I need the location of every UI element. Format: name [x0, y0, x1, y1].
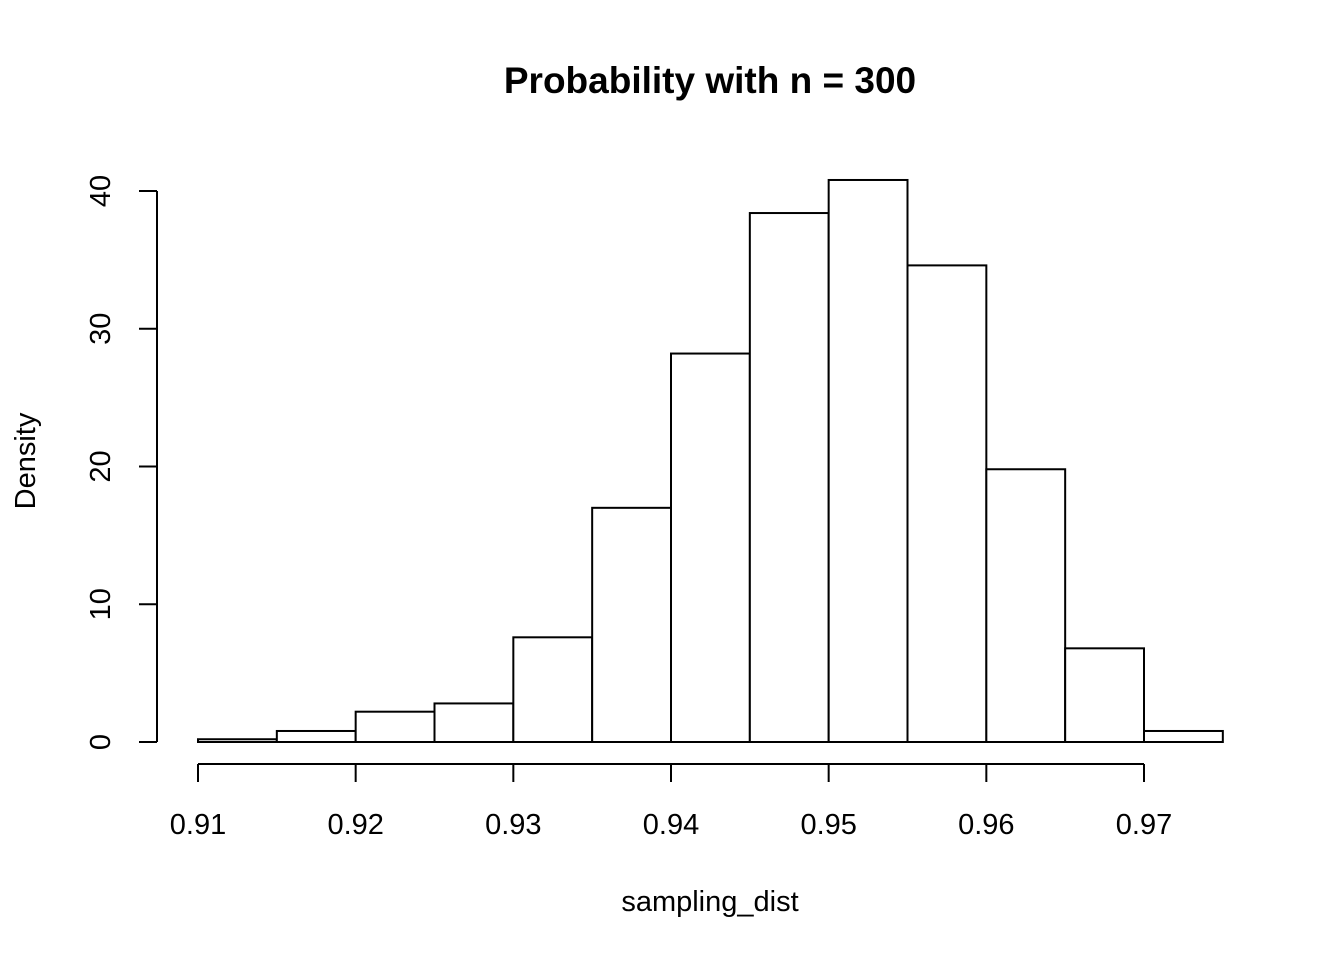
x-tick-label-2: 0.93 [485, 809, 541, 841]
y-axis: 0 10 20 30 40 [85, 175, 158, 750]
histogram-bar-6 [670, 352, 751, 743]
x-axis-label: sampling_dist [621, 886, 798, 918]
histogram-bar-9 [906, 264, 988, 743]
y-tick-label-0: 0 [85, 734, 117, 750]
chart-title: Probability with n = 300 [504, 60, 916, 101]
x-tick-label-3: 0.94 [643, 809, 699, 841]
histogram-bar-5 [591, 506, 673, 744]
histogram-bar-7 [748, 212, 830, 744]
y-axis-label: Density [10, 412, 42, 509]
histogram-bar-4 [512, 636, 594, 743]
histogram-bar-0 [197, 738, 278, 743]
histogram-bar-8 [827, 178, 909, 744]
y-tick-label-4: 40 [85, 175, 117, 207]
x-tick-label-0: 0.91 [170, 809, 226, 841]
x-tick-label-4: 0.95 [800, 809, 856, 841]
histogram-bar-3 [433, 702, 515, 743]
histogram-bar-1 [275, 729, 357, 743]
histogram-bar-2 [354, 710, 436, 744]
x-tick-label-5: 0.96 [958, 809, 1014, 841]
histogram-bar-10 [985, 468, 1067, 743]
x-tick-label-1: 0.92 [327, 809, 383, 841]
y-tick-label-1: 10 [85, 588, 117, 620]
y-tick-label-2: 20 [85, 450, 117, 482]
histogram-bars [197, 178, 1224, 744]
histogram-bar-12 [1143, 729, 1224, 743]
x-tick-label-6: 0.97 [1116, 809, 1172, 841]
y-tick-label-3: 30 [85, 313, 117, 345]
x-axis: 0.91 0.92 0.93 0.94 0.95 0.96 0.97 [170, 763, 1172, 841]
histogram-bar-11 [1064, 647, 1145, 744]
